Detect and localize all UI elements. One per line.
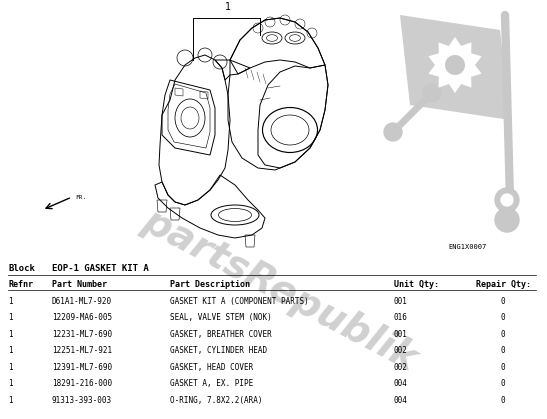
Circle shape (445, 55, 465, 75)
Text: 12231-ML7-690: 12231-ML7-690 (52, 329, 112, 339)
Text: 91313-393-003: 91313-393-003 (52, 396, 112, 404)
Text: Block: Block (8, 264, 35, 272)
Text: 1: 1 (8, 396, 13, 404)
Text: Part Description: Part Description (170, 279, 249, 289)
Text: Part Number: Part Number (52, 279, 107, 289)
Circle shape (495, 188, 519, 212)
Text: 1: 1 (8, 329, 13, 339)
Text: 0: 0 (501, 362, 505, 372)
Text: partsRepublik: partsRepublik (136, 202, 424, 378)
Text: 1: 1 (8, 313, 13, 322)
Text: 001: 001 (394, 329, 408, 339)
Text: D61A1-ML7-920: D61A1-ML7-920 (52, 297, 112, 305)
Text: GASKET, BREATHER COVER: GASKET, BREATHER COVER (170, 329, 271, 339)
Text: 0: 0 (501, 396, 505, 404)
Text: 001: 001 (394, 297, 408, 305)
Text: 1: 1 (8, 346, 13, 355)
Text: GASKET, CYLINDER HEAD: GASKET, CYLINDER HEAD (170, 346, 267, 355)
Text: 0: 0 (501, 297, 505, 305)
Text: GASKET KIT A (COMPONENT PARTS): GASKET KIT A (COMPONENT PARTS) (170, 297, 309, 305)
Text: 0: 0 (501, 346, 505, 355)
Text: 12209-MA6-005: 12209-MA6-005 (52, 313, 112, 322)
Text: 1: 1 (8, 379, 13, 388)
Text: 1: 1 (8, 297, 13, 305)
Text: 12251-ML7-921: 12251-ML7-921 (52, 346, 112, 355)
Circle shape (384, 123, 402, 141)
Polygon shape (428, 37, 481, 93)
Text: 016: 016 (394, 313, 408, 322)
Text: 002: 002 (394, 362, 408, 372)
Text: SEAL, VALVE STEM (NOK): SEAL, VALVE STEM (NOK) (170, 313, 271, 322)
Polygon shape (400, 15, 510, 120)
Text: 12391-ML7-690: 12391-ML7-690 (52, 362, 112, 372)
Text: EOP-1 GASKET KIT A: EOP-1 GASKET KIT A (52, 264, 149, 272)
Text: GASKET, HEAD COVER: GASKET, HEAD COVER (170, 362, 253, 372)
Text: O-RING, 7.8X2.2(ARA): O-RING, 7.8X2.2(ARA) (170, 396, 262, 404)
Text: 004: 004 (394, 379, 408, 388)
Circle shape (495, 208, 519, 232)
Text: 0: 0 (501, 329, 505, 339)
Text: ENG1X0007: ENG1X0007 (448, 244, 486, 250)
Text: 0: 0 (501, 313, 505, 322)
Text: 004: 004 (394, 396, 408, 404)
Circle shape (501, 194, 513, 206)
Text: 0: 0 (501, 379, 505, 388)
Text: 18291-216-000: 18291-216-000 (52, 379, 112, 388)
Circle shape (423, 84, 441, 102)
Text: Repair Qty:: Repair Qty: (476, 279, 531, 289)
Text: FR.: FR. (75, 194, 86, 199)
Text: Refnr: Refnr (8, 279, 33, 289)
Text: 1: 1 (225, 2, 231, 12)
Text: Unit Qty:: Unit Qty: (394, 279, 439, 289)
Text: 002: 002 (394, 346, 408, 355)
Text: GASKET A, EX. PIPE: GASKET A, EX. PIPE (170, 379, 253, 388)
Text: 1: 1 (8, 362, 13, 372)
